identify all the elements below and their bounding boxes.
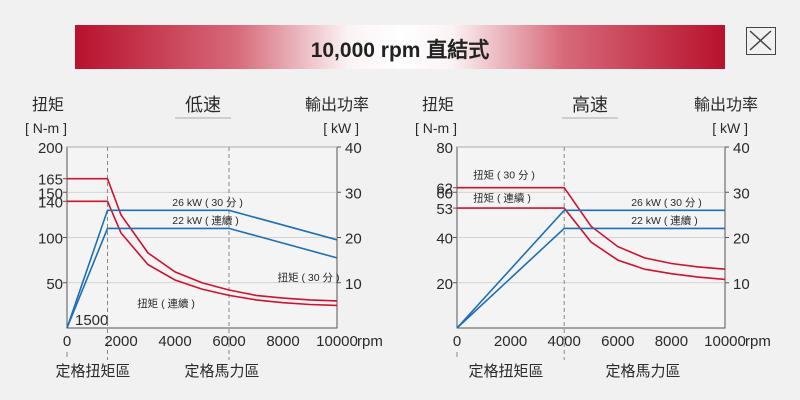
x-tick-label: 10000 bbox=[704, 333, 746, 350]
y-right-tick-label: 40 bbox=[345, 140, 362, 157]
series-label: 扭矩 ( 連續 ) bbox=[473, 191, 531, 204]
region-label-rated-power: 定格馬力區 bbox=[184, 363, 259, 380]
x-tick-label: 4000 bbox=[158, 333, 191, 350]
y-right-tick-label: 10 bbox=[733, 276, 750, 293]
series-label: 26 kW ( 30 分 ) bbox=[172, 197, 243, 209]
y-left-tick-label: 50 bbox=[46, 276, 63, 293]
start-speed-label: 1500 bbox=[75, 312, 108, 329]
close-button[interactable] bbox=[746, 27, 776, 55]
y-left-tick-label: 100 bbox=[38, 231, 63, 248]
y-right-tick-label: 20 bbox=[345, 231, 362, 248]
chart-title: 低速 bbox=[185, 95, 221, 115]
series-line-power-3 bbox=[66, 227, 338, 329]
x-tick-label: 0 bbox=[63, 333, 71, 350]
series-line-torque-1 bbox=[457, 207, 726, 281]
page-title: 10,000 rpm 直結式 bbox=[310, 39, 490, 62]
y-right-tick-label: 20 bbox=[733, 231, 750, 248]
series-label: 22 kW ( 連續 ) bbox=[172, 214, 239, 227]
x-tick-label: 10000 bbox=[316, 333, 358, 350]
y-right-axis-title: 輸出功率 bbox=[694, 96, 758, 114]
y-left-tick-label: 80 bbox=[436, 140, 453, 157]
x-axis-unit: rpm bbox=[745, 333, 771, 350]
series-label: 22 kW ( 連續 ) bbox=[631, 214, 698, 227]
y-left-tick-label: 20 bbox=[436, 276, 453, 293]
region-label-rated-torque: 定格扭矩區 bbox=[468, 363, 543, 380]
y-right-tick-label: 30 bbox=[733, 185, 750, 202]
y-left-tick-label: 40 bbox=[436, 231, 453, 248]
x-axis-unit: rpm bbox=[357, 333, 383, 350]
y-left-axis-title: 扭矩 bbox=[32, 96, 64, 114]
y-left-tick-label: 140 bbox=[38, 194, 63, 211]
region-label-rated-power: 定格馬力區 bbox=[605, 363, 680, 380]
series-line-power-3 bbox=[456, 227, 725, 329]
x-tick-label: 8000 bbox=[266, 333, 299, 350]
y-left-axis-title: 扭矩 bbox=[422, 96, 454, 114]
y-left-tick-label: 150 bbox=[38, 185, 63, 202]
y-left-tick-label: 62 bbox=[436, 181, 453, 198]
y-right-axis-title: 輸出功率 bbox=[305, 96, 369, 114]
y-left-tick-label: 60 bbox=[436, 185, 453, 202]
close-icon bbox=[749, 30, 772, 51]
y-left-tick-label: 200 bbox=[38, 140, 63, 157]
x-tick-label: 2000 bbox=[494, 333, 527, 350]
y-left-axis-unit: [ N-m ] bbox=[415, 120, 457, 136]
y-right-axis-unit: [ kW ] bbox=[323, 120, 359, 136]
x-tick-label: 8000 bbox=[655, 333, 688, 350]
chart-title: 高速 bbox=[572, 95, 608, 115]
series-label: 扭矩 ( 30 分 ) bbox=[473, 169, 535, 182]
y-left-axis-unit: [ N-m ] bbox=[25, 120, 67, 136]
x-tick-label: 0 bbox=[453, 333, 461, 350]
series-label: 扭矩 ( 連續 ) bbox=[137, 297, 195, 310]
x-tick-label: 4000 bbox=[548, 333, 581, 350]
series-line-torque-0 bbox=[457, 186, 726, 270]
series-line-torque-0 bbox=[67, 177, 338, 302]
series-line-power-2 bbox=[456, 209, 725, 329]
y-right-tick-label: 40 bbox=[733, 140, 750, 157]
y-left-tick-label: 165 bbox=[38, 172, 63, 189]
region-label-rated-torque: 定格扭矩區 bbox=[55, 363, 130, 380]
y-right-tick-label: 10 bbox=[345, 276, 362, 293]
y-right-axis-unit: [ kW ] bbox=[712, 120, 748, 136]
y-right-tick-label: 30 bbox=[345, 185, 362, 202]
title-banner: 10,000 rpm 直結式 bbox=[75, 25, 725, 69]
y-left-tick-label: 53 bbox=[436, 201, 453, 218]
x-tick-label: 6000 bbox=[601, 333, 634, 350]
series-label: 26 kW ( 30 分 ) bbox=[631, 197, 702, 209]
x-tick-label: 2000 bbox=[104, 333, 137, 350]
series-line-torque-1 bbox=[67, 200, 338, 307]
series-label: 扭矩 ( 30 分 ) bbox=[278, 271, 340, 284]
series-line-power-2 bbox=[66, 209, 338, 329]
x-tick-label: 6000 bbox=[212, 333, 245, 350]
